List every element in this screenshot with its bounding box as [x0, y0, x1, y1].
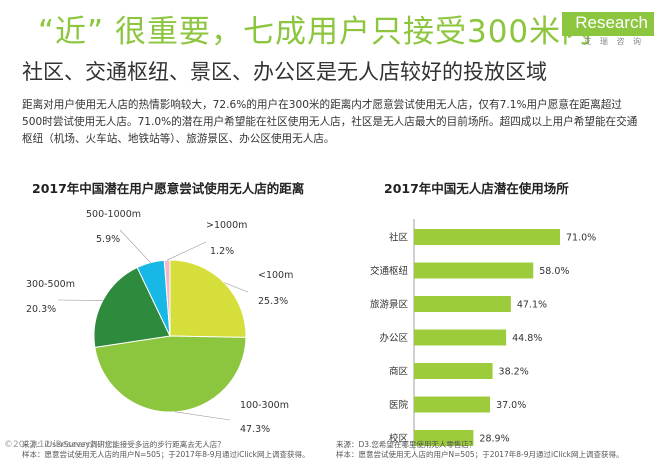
bar-6	[414, 430, 474, 446]
pie-leader-line-0	[224, 282, 249, 293]
bar-source-note: 来源：D3.您希望在哪里使用无人零售店？ 样本：愿意尝试使用无人店的用户N=50…	[336, 440, 624, 460]
bar-1	[414, 262, 534, 279]
bar-chart-title: 2017年中国无人店潜在使用场所	[384, 181, 569, 196]
pie-leader-line-3	[119, 229, 151, 263]
bar-value-label-1: 58.0%	[539, 266, 569, 277]
page-subtitle: 社区、交通枢纽、景区、办公区是无人店较好的投放区域	[22, 60, 547, 84]
bar-value-label-6: 28.9%	[479, 434, 509, 445]
pie-slice-1	[94, 335, 247, 413]
bar-0	[414, 229, 560, 245]
bar-value-label-3: 44.8%	[512, 333, 542, 344]
pie-sample-line: 样本：愿意尝试使用无人店的用户N=505；于2017年8-9月通过iClick网…	[22, 450, 310, 459]
bar-2	[414, 296, 511, 312]
pie-value-label-2: 20.3%	[26, 304, 56, 315]
bar-category-label-4: 商区	[389, 366, 409, 378]
pie-source-note: 来源：iUserSurvey调研您能接受多远的步行距离去无人店？ 样本：愿意尝试…	[22, 440, 310, 460]
bar-source-line: 来源：D3.您希望在哪里使用无人零售店？	[336, 440, 477, 449]
pie-value-label-4: 1.2%	[210, 246, 234, 257]
logo-subtext: 艾 瑞 咨 询	[583, 37, 644, 46]
iresearch-logo: Research 艾 瑞 咨 询	[554, 4, 654, 48]
bar-sample-line: 样本：愿意尝试使用无人店的用户N=505；于2017年8-9月通过iClick网…	[336, 450, 624, 459]
bar-value-label-2: 47.1%	[517, 300, 547, 311]
pie-category-label-0: <100m	[258, 270, 293, 281]
bar-category-label-3: 办公区	[379, 332, 408, 344]
pie-chart-title: 2017年中国潜在用户愿意尝试使用无人店的距离	[32, 181, 305, 196]
bar-category-label-6: 校区	[389, 433, 409, 445]
pie-slice-2	[93, 266, 171, 348]
pie-value-label-1: 47.3%	[240, 424, 270, 435]
pie-value-label-3: 5.9%	[96, 234, 120, 245]
logo-text: Research	[575, 13, 648, 32]
logo-background	[562, 12, 654, 36]
bar-value-label-0: 71.0%	[566, 233, 596, 244]
bar-4	[414, 363, 493, 379]
page-title: “近” 很重要，七成用户只接受300米内	[38, 14, 594, 50]
bar-category-label-1: 交通枢纽	[370, 265, 409, 277]
pie-category-label-3: 500-1000m	[86, 209, 141, 220]
bar-category-label-5: 医院	[389, 399, 409, 411]
pie-leader-line-4	[167, 241, 207, 261]
bar-3	[414, 329, 507, 346]
bar-value-label-4: 38.2%	[499, 367, 529, 378]
summary-paragraph: 距离对用户使用无人店的热情影响较大，72.6%的用户在300米的距离内才愿意尝试…	[22, 99, 638, 145]
pie-category-label-2: 300-500m	[26, 279, 75, 290]
pie-value-label-0: 25.3%	[258, 296, 288, 307]
pie-slice-0	[169, 259, 247, 338]
pie-source-line: 来源：iUserSurvey调研您能接受多远的步行距离去无人店？	[22, 440, 225, 449]
bar-category-label-0: 社区	[389, 232, 409, 244]
pie-leader-line-1	[174, 411, 231, 421]
bar-5	[414, 396, 491, 413]
bar-category-label-2: 旅游景区	[370, 299, 409, 311]
bar-value-label-5: 37.0%	[496, 400, 526, 411]
pie-slice-4	[163, 259, 171, 337]
watermark: ©2017.12 iResearch Inc.	[4, 440, 116, 450]
pie-category-label-4: >1000m	[206, 220, 247, 231]
pie-category-label-1: 100-300m	[240, 400, 289, 411]
